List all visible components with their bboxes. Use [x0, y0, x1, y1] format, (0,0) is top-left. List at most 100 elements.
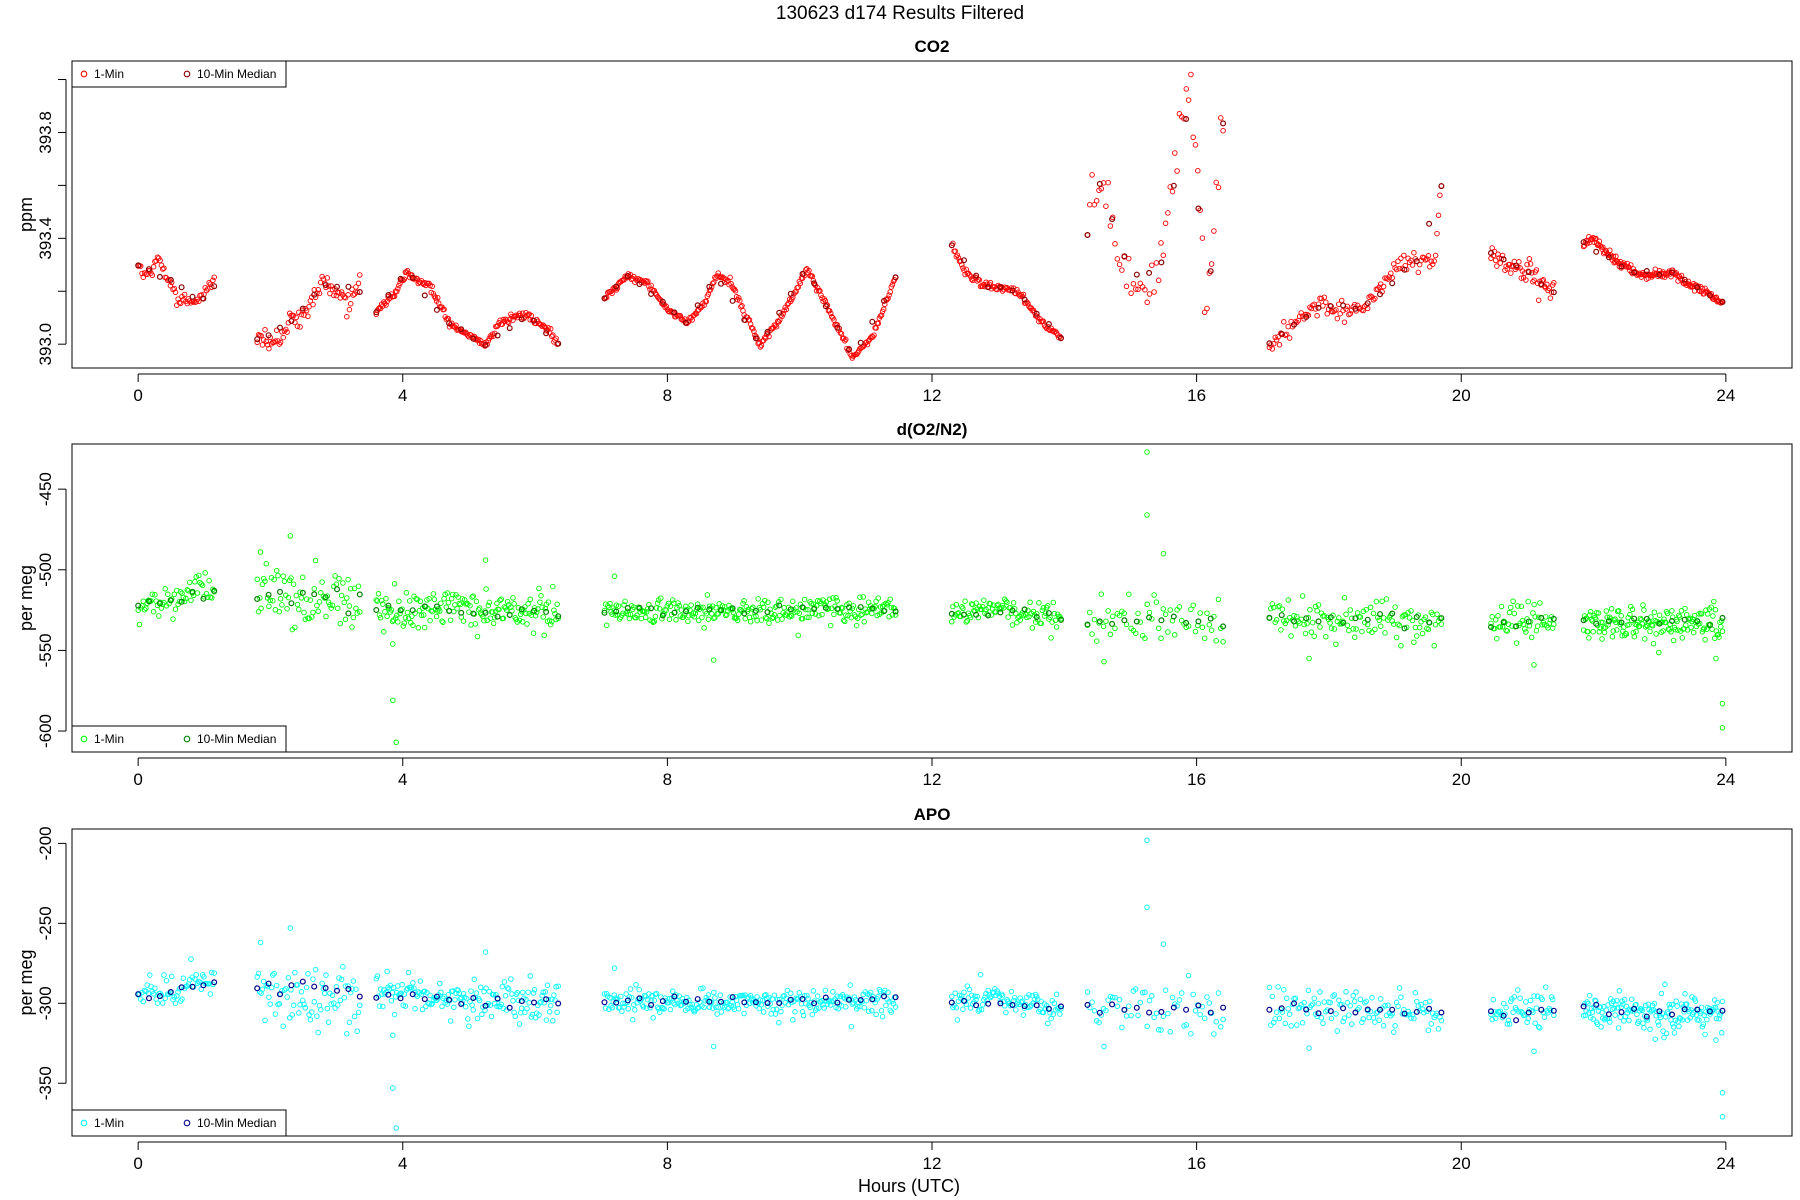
o2n2-point-median [288, 600, 295, 607]
co2-point-1min [806, 267, 812, 274]
o2n2-point-1min [376, 612, 383, 618]
apo-point-1min [870, 993, 876, 1000]
o2n2-point-1min [816, 612, 822, 619]
o2n2-point-median [1593, 620, 1600, 627]
o2n2-point-1min [715, 611, 721, 617]
apo-point-1min [201, 974, 207, 980]
co2-point-1min [1403, 266, 1410, 273]
apo-point-1min [1341, 1015, 1348, 1021]
apo-point-median [1426, 1005, 1433, 1012]
apo-point-median [299, 978, 306, 985]
apo-point-median [458, 1000, 465, 1007]
o2n2-point-1min [814, 598, 821, 604]
o2n2-point-1min [692, 610, 699, 617]
o2n2-point-1min [1708, 604, 1714, 610]
o2n2-point-1min [524, 621, 530, 627]
apo-point-1min [285, 975, 292, 981]
o2n2-point-1min [346, 603, 353, 609]
apo-point-median [1694, 1006, 1701, 1013]
o2n2-point-1min [344, 595, 350, 601]
co2-point-1min [842, 338, 848, 344]
o2n2-point-1min [429, 608, 436, 615]
o2n2-point-1min [467, 602, 473, 609]
o2n2-point-1min [1162, 611, 1169, 618]
o2n2-point-1min [654, 600, 661, 606]
apo-point-1min [706, 1004, 713, 1010]
apo-point-median [1487, 1008, 1494, 1015]
apo-point-1min [1510, 1009, 1516, 1015]
apo-point-1min [607, 995, 613, 1001]
apo-point-1min [640, 1004, 647, 1010]
o2n2-point-1min [1038, 620, 1044, 627]
o2n2-point-median [494, 613, 501, 620]
o2n2-point-1min [1711, 598, 1717, 605]
o2n2-point-1min [1704, 626, 1710, 632]
apo-point-1min [1137, 999, 1144, 1006]
o2n2-point-1min [1379, 598, 1385, 604]
o2n2-point-median [543, 608, 550, 615]
apo-point-1min [1614, 1005, 1621, 1011]
co2-point-1min [784, 301, 791, 308]
co2-point-median [530, 317, 537, 324]
apo-point-median [345, 985, 352, 992]
o2n2-point-1min [496, 606, 502, 613]
apo-point-1min [1702, 1031, 1708, 1038]
o2n2-point-1min [1623, 631, 1630, 637]
apo-point-1min [967, 1005, 974, 1011]
o2n2-point-1min [417, 598, 424, 605]
apo-point-median [1656, 1008, 1663, 1015]
apo-point-1min [667, 1006, 674, 1013]
co2-point-1min [258, 332, 264, 339]
co2-point-median [764, 328, 771, 335]
co2-point-1min [391, 293, 398, 300]
o2n2-point-1min [503, 607, 510, 613]
co2-point-1min [1372, 295, 1378, 302]
apo-point-median [543, 996, 550, 1003]
co2-point-median [1315, 304, 1322, 311]
o2n2-point-1min [1282, 620, 1289, 627]
apo-point-median [1593, 1001, 1600, 1008]
o2n2-point-1min [299, 574, 306, 581]
apo-point-1min [479, 1011, 485, 1018]
apo-point-1min [350, 978, 357, 984]
o2n2-point-1min [1600, 619, 1606, 626]
apo-point-1min [843, 1004, 849, 1010]
o2n2-point-1min [1515, 603, 1521, 609]
o2n2-point-1min [550, 583, 556, 590]
apo-point-1min [695, 1004, 702, 1011]
co2-legend-marker [80, 70, 88, 78]
o2n2-point-1min [987, 601, 994, 607]
o2n2-point-1min [188, 597, 194, 604]
apo-point-median [397, 995, 404, 1002]
co2-point-1min [1153, 260, 1160, 266]
o2n2-point-median [1021, 606, 1028, 613]
o2n2-point-1min [355, 583, 362, 589]
o2n2-point-1min [981, 597, 987, 603]
o2n2-point-1min [796, 610, 803, 617]
o2n2-point-1min [396, 598, 402, 605]
co2-point-1min [750, 325, 756, 332]
apo-point-1min [163, 977, 170, 984]
o2n2-point-1min [695, 617, 702, 624]
o2n2-point-1min [1155, 625, 1162, 632]
apo-point-1min [1616, 988, 1623, 994]
o2n2-point-1min [421, 624, 428, 631]
apo-point-1min [1694, 1017, 1700, 1023]
co2-point-1min [1531, 277, 1537, 283]
o2n2-point-1min [1405, 609, 1411, 616]
o2n2-point-1min [750, 604, 756, 611]
co2-point-median [1487, 250, 1494, 257]
apo-point-1min [530, 990, 537, 996]
apo-point-1min [1176, 997, 1183, 1003]
apo-point-1min [332, 1005, 338, 1011]
apo-point-1min [1324, 1007, 1330, 1013]
apo-point-1min [325, 1019, 332, 1025]
o2n2-point-median [189, 588, 196, 595]
co2-point-median [167, 276, 174, 283]
o2n2-point-1min [457, 601, 464, 608]
co2-point-1min [490, 333, 497, 339]
co2-point-1min [1315, 301, 1322, 307]
co2-point-1min [843, 336, 849, 343]
o2n2-point-1min [1532, 614, 1538, 620]
o2n2-point-1min [472, 621, 479, 627]
